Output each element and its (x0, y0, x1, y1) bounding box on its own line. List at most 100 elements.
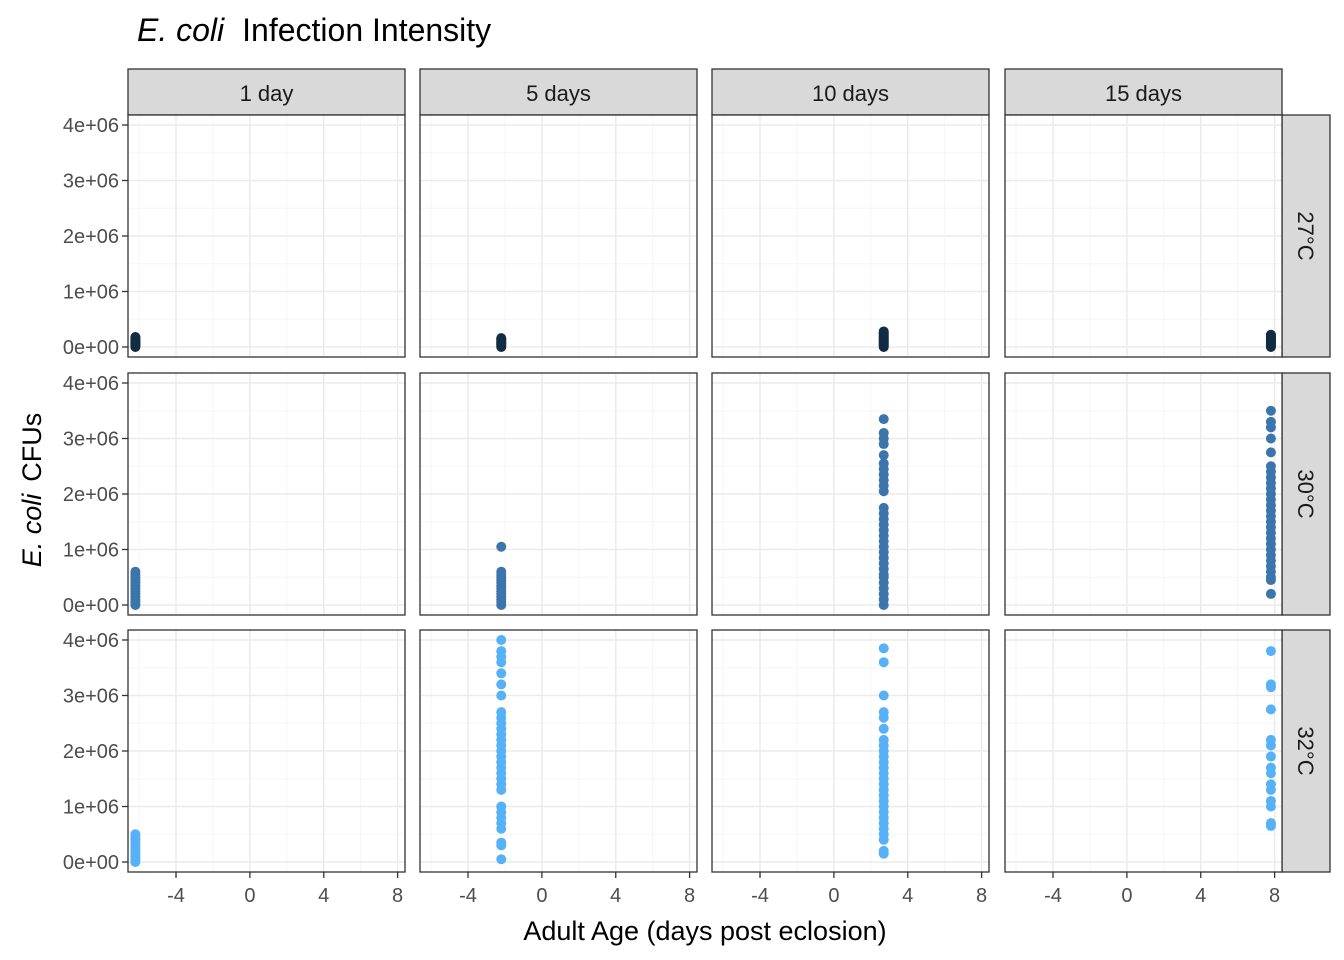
data-point (496, 837, 507, 848)
data-point (496, 707, 507, 718)
data-point (1265, 704, 1276, 715)
panel-32c-10-days (711, 629, 990, 873)
data-point (1265, 818, 1276, 829)
y-tick-label: 3e+06 (63, 428, 119, 450)
strip-label-30c: 30°C (1293, 469, 1318, 518)
panel-border (711, 114, 990, 358)
x-tick-label: 4 (1195, 885, 1206, 907)
x-tick-label: -4 (167, 885, 185, 907)
strip-label-15-days: 15 days (1105, 81, 1182, 106)
panel-border (1004, 372, 1283, 616)
x-axis-title: Adult Age (days post eclosion) (523, 916, 886, 946)
data-point (496, 333, 507, 344)
x-tick-label: 4 (318, 885, 329, 907)
x-tick-label: 4 (902, 885, 913, 907)
panel-27c-10-days (711, 114, 990, 358)
x-tick-label: 8 (1269, 885, 1280, 907)
strip-5-days (419, 68, 698, 116)
y-tick-label: 2e+06 (63, 484, 119, 506)
y-axis-title: E. coli CFUs (17, 413, 47, 568)
panel-27c-5-days (419, 114, 698, 358)
x-tick-label: 0 (536, 885, 547, 907)
y-tick-label: 1e+06 (63, 540, 119, 562)
panel-30c-15-days (1004, 372, 1283, 616)
strip-32c (1281, 629, 1331, 873)
panel-border (711, 372, 990, 616)
data-point (1265, 447, 1276, 458)
data-point (1265, 751, 1276, 762)
panel-border (1004, 629, 1283, 873)
panel-32c-1-day (127, 629, 406, 873)
strip-15-days (1004, 68, 1283, 116)
data-point (878, 657, 889, 668)
data-point (1265, 779, 1276, 790)
y-tick-label: 1e+06 (63, 282, 119, 304)
panel-border (711, 629, 990, 873)
panel-32c-5-days (419, 629, 698, 873)
panel-border (1004, 114, 1283, 358)
data-point (130, 566, 141, 577)
chart-title-rest: Infection Intensity (242, 12, 491, 48)
panel-border (419, 629, 698, 873)
x-tick-label: 0 (1121, 885, 1132, 907)
y-axis-title-italic: E. coli (17, 493, 47, 568)
data-point (1265, 646, 1276, 657)
x-tick-label: 0 (244, 885, 255, 907)
data-point (1265, 679, 1276, 690)
y-tick-label: 1e+06 (63, 797, 119, 819)
panel-30c-5-days (419, 372, 698, 616)
strip-label-10-days: 10 days (812, 81, 889, 106)
strip-10-days (711, 68, 990, 116)
data-point (1265, 762, 1276, 773)
data-point (878, 326, 889, 337)
chart-title: E. coli Infection Intensity (137, 12, 491, 48)
data-point (1265, 734, 1276, 745)
data-point (1265, 433, 1276, 444)
y-tick-label: 0e+00 (63, 595, 119, 617)
data-point (878, 458, 889, 469)
data-point (496, 541, 507, 552)
data-point (878, 502, 889, 513)
x-tick-label: -4 (1044, 885, 1062, 907)
data-point (496, 801, 507, 812)
y-tick-label: 3e+06 (63, 170, 119, 192)
y-tick-label: 0e+00 (63, 852, 119, 874)
y-tick-label: 4e+06 (63, 115, 119, 137)
data-point (878, 845, 889, 856)
y-axis-title-rest: CFUs (17, 413, 47, 482)
panel-32c-15-days (1004, 629, 1283, 873)
data-point (496, 690, 507, 701)
data-point (496, 634, 507, 645)
data-point (1265, 329, 1276, 340)
panel-27c-15-days (1004, 114, 1283, 358)
y-tick-label: 3e+06 (63, 685, 119, 707)
data-point (878, 643, 889, 654)
data-point (878, 690, 889, 701)
data-point (496, 566, 507, 577)
x-tick-label: -4 (459, 885, 477, 907)
y-tick-label: 2e+06 (63, 741, 119, 763)
data-point (878, 450, 889, 461)
chart-title-italic: E. coli (137, 12, 225, 48)
x-tick-label: 0 (828, 885, 839, 907)
y-tick-label: 4e+06 (63, 630, 119, 652)
panel-grid: 1 day 5 days 10 days 15 days 27°C 30°C 32°C 0e+… (63, 68, 1331, 907)
panel-border (419, 114, 698, 358)
data-point (1265, 461, 1276, 472)
x-tick-label: 4 (610, 885, 621, 907)
x-tick-label: -4 (751, 885, 769, 907)
x-tick-label: 8 (684, 885, 695, 907)
data-point (1265, 416, 1276, 427)
panel-27c-1-day (127, 114, 406, 358)
strip-27c (1281, 114, 1331, 358)
panel-30c-1-day (127, 372, 406, 616)
data-point (496, 854, 507, 865)
data-point (878, 707, 889, 718)
panel-30c-10-days (711, 372, 990, 616)
strip-label-1-day: 1 day (240, 81, 294, 106)
data-point (130, 829, 141, 840)
x-tick-label: 8 (976, 885, 987, 907)
data-point (878, 427, 889, 438)
y-tick-label: 2e+06 (63, 226, 119, 248)
y-tick-label: 4e+06 (63, 373, 119, 395)
